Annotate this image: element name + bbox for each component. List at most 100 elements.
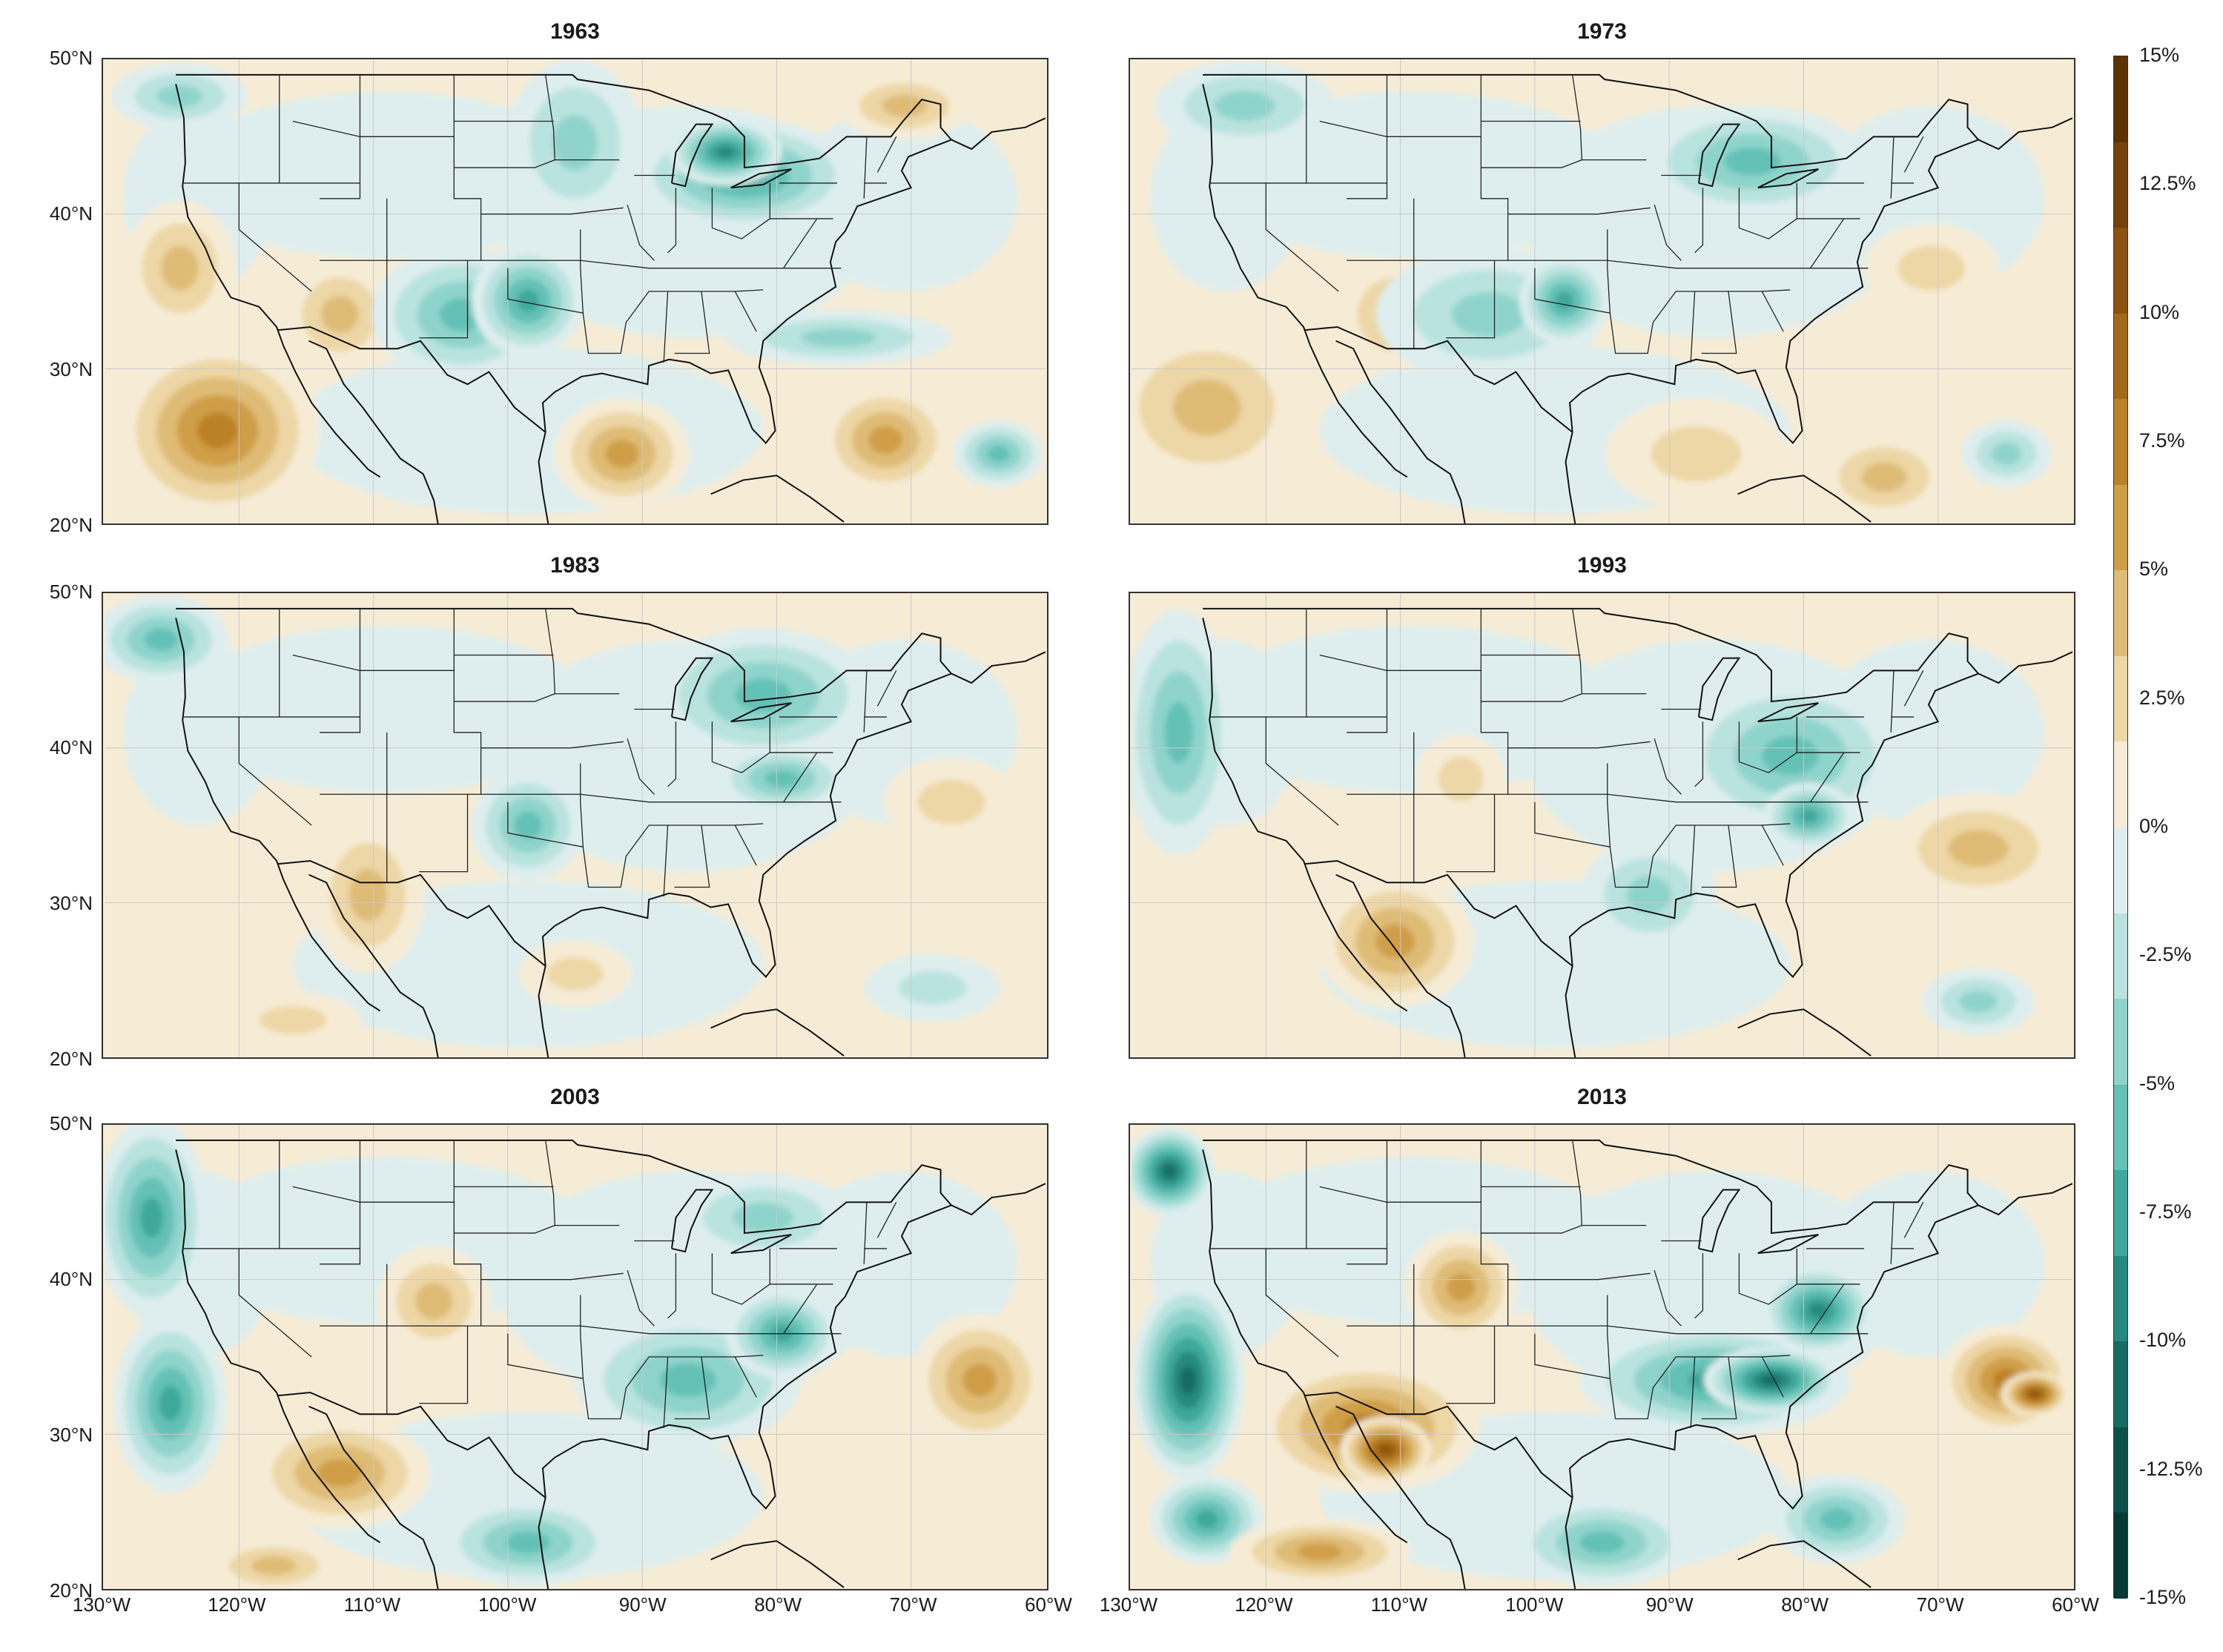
state-border [1265, 1248, 1339, 1358]
contour-band [1555, 291, 1573, 310]
panel-title: 1983 [550, 553, 600, 578]
contour-band [1447, 1273, 1476, 1301]
colorbar-tick-label: -15% [2139, 1586, 2187, 1608]
contour-band [917, 779, 985, 825]
contour-band [123, 639, 274, 825]
colorbar-tick-label: 12.5% [2139, 172, 2196, 195]
state-border [1903, 1202, 1924, 1238]
state-border [580, 229, 584, 314]
coastline [541, 117, 1046, 445]
state-border [674, 291, 710, 354]
lon-label: 80°W [1781, 1593, 1829, 1616]
coastline [1757, 1234, 1819, 1255]
map-panel-2013: 2013 130°W 120°W 110°W 100°W 90°W 80°W 70°W 60°W [1100, 1085, 2099, 1616]
coastline [1335, 1405, 1466, 1589]
colorbar-segment [2114, 56, 2127, 143]
state-border [863, 136, 868, 199]
lat-label: 30°N [49, 358, 93, 380]
state-border [1319, 654, 1482, 671]
map-panel-1973: 1973 [1129, 19, 2075, 525]
contour-band [1651, 426, 1742, 482]
state-border [1347, 608, 1388, 733]
colorbar-segment [2114, 1170, 2127, 1257]
colorbar-segment [2114, 913, 2127, 1000]
contour-band [605, 440, 639, 468]
coastline [176, 1139, 952, 1235]
contour-band [1959, 990, 1998, 1013]
state-border [1694, 1253, 1704, 1319]
colorbar-segment [2114, 399, 2127, 486]
coastline [670, 123, 714, 188]
state-border [1690, 825, 1696, 897]
lon-label: 100°W [1505, 1593, 1564, 1616]
lon-label: 90°W [618, 1593, 667, 1616]
contour-band [764, 770, 799, 787]
anomaly-map [1129, 592, 2075, 1059]
lon-label: 130°W [72, 1593, 131, 1616]
lon-label: 110°W [343, 1593, 401, 1616]
contour-band [1172, 379, 1241, 436]
state-border [876, 1202, 897, 1238]
state-border [320, 74, 361, 199]
state-border [507, 1333, 736, 1420]
contour-band [987, 445, 1010, 463]
coastline [175, 1149, 381, 1544]
coastline [730, 1234, 792, 1255]
anomaly-map [102, 1123, 1048, 1590]
lon-label: 90°W [1645, 1593, 1694, 1616]
lon-label: 100°W [478, 1593, 537, 1616]
contour-band [1297, 1543, 1343, 1561]
colorbar-segment [2114, 1341, 2127, 1428]
contour-band [514, 811, 543, 839]
state-border [480, 1272, 624, 1281]
state-border [1446, 1326, 1496, 1404]
coastline [541, 1183, 1046, 1510]
lat-label: 20°N [49, 1048, 93, 1070]
contour-band [1451, 292, 1527, 337]
state-border [1903, 136, 1924, 173]
colorbar-segment [2114, 1427, 2127, 1513]
anomaly-map [1129, 58, 2075, 525]
coastline [1565, 432, 1576, 523]
contour-band [716, 146, 736, 158]
contour-band [1214, 90, 1275, 121]
colorbar-tick-label: 7.5% [2139, 429, 2185, 452]
colorbar-tick-label: 5% [2139, 558, 2169, 581]
contour-band [1180, 1365, 1197, 1395]
state-border [663, 291, 669, 363]
state-border [663, 825, 669, 897]
contour-band [516, 289, 540, 312]
state-border [419, 794, 469, 873]
lat-label: 40°N [49, 1268, 93, 1290]
state-border [1319, 120, 1482, 137]
coastline [308, 340, 439, 523]
coastline [1202, 618, 1408, 1012]
coastline [1335, 873, 1466, 1057]
coastline [1202, 84, 1408, 478]
contour-band [962, 1363, 997, 1397]
state-border [734, 289, 764, 332]
state-border [1739, 752, 1797, 773]
contour-band [1724, 147, 1781, 176]
coastline [670, 1189, 714, 1253]
state-border [1761, 823, 1791, 866]
coastline [1568, 1183, 2073, 1510]
state-border [1534, 268, 1763, 354]
coastline [1737, 1540, 1872, 1588]
state-border [238, 716, 312, 826]
contour-band [1579, 1531, 1625, 1554]
contour-band [1150, 105, 1301, 291]
coastline [277, 1391, 546, 1499]
contour-band [1164, 701, 1193, 764]
state-border [1761, 1355, 1791, 1398]
contour-band [320, 296, 359, 334]
state-border [1534, 802, 1763, 888]
contour-band [1991, 443, 2022, 466]
state-border [627, 1269, 655, 1326]
coastline [1203, 607, 1979, 703]
contour-band [196, 412, 238, 449]
state-border [580, 1295, 584, 1379]
panel-title: 1963 [550, 19, 600, 44]
lon-label: 80°W [754, 1593, 802, 1616]
contour-band [1378, 1444, 1393, 1455]
